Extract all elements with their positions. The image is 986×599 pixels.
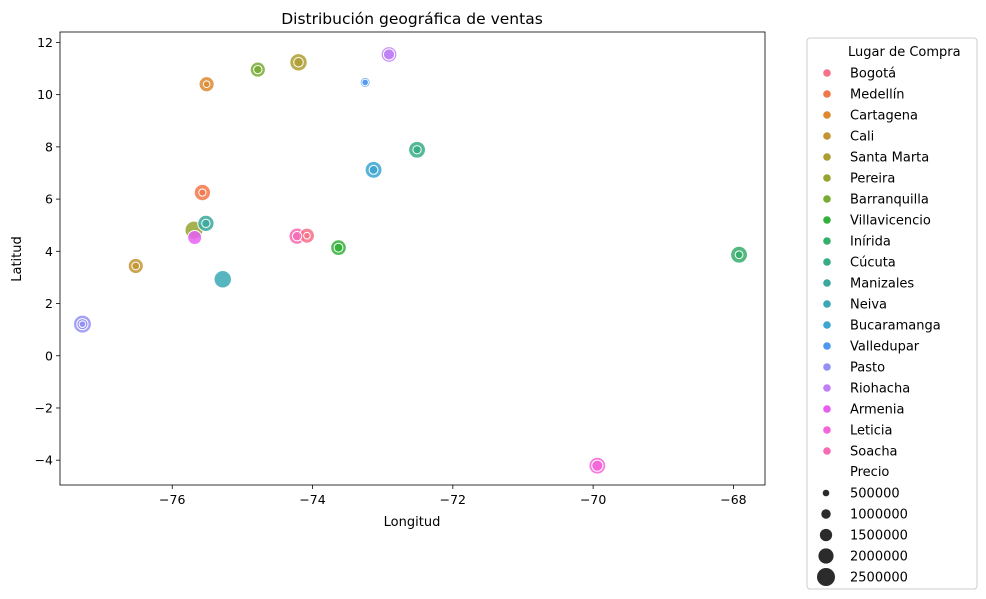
legend-size-marker bbox=[822, 489, 830, 497]
legend-size-marker bbox=[821, 509, 831, 519]
legend-label: Armenia bbox=[850, 403, 905, 418]
legend-size-label: 1500000 bbox=[850, 529, 908, 544]
data-point bbox=[253, 64, 263, 75]
x-axis: −76 −74 −72 −70 −68 bbox=[159, 485, 747, 507]
legend-size-label: 2500000 bbox=[850, 571, 908, 586]
legend-marker bbox=[823, 132, 831, 140]
legend-label: Medellín bbox=[850, 88, 905, 103]
chart-title: Distribución geográfica de ventas bbox=[281, 10, 543, 28]
legend-marker bbox=[823, 342, 831, 350]
legend-size-label: 2000000 bbox=[850, 550, 908, 565]
data-point bbox=[368, 164, 379, 175]
x-axis-title: Longitud bbox=[384, 515, 441, 530]
y-tick-label: −2 bbox=[35, 400, 53, 415]
legend-hue-title: Lugar de Compra bbox=[848, 45, 961, 60]
y-tick-label: 6 bbox=[45, 192, 53, 207]
legend-size-entries: 500000 1000000 1500000 2000000 2500000 bbox=[817, 487, 908, 586]
legend-marker bbox=[823, 90, 831, 98]
legend-size-marker bbox=[818, 548, 834, 564]
legend-marker bbox=[823, 237, 831, 245]
y-tick-label: 10 bbox=[37, 87, 53, 102]
legend-marker bbox=[823, 447, 831, 455]
data-point bbox=[734, 250, 744, 260]
data-point bbox=[213, 270, 232, 289]
legend-frame bbox=[806, 37, 978, 590]
y-axis: −4 −2 0 2 4 6 8 10 12 bbox=[35, 35, 60, 468]
data-point bbox=[591, 459, 604, 472]
legend-label: Manizales bbox=[850, 277, 914, 292]
x-tick-label: −70 bbox=[580, 492, 606, 507]
y-tick-label: 8 bbox=[45, 139, 53, 154]
legend: Lugar de Compra Bogotá Medellín Cartagena C… bbox=[806, 37, 978, 590]
x-tick-label: −68 bbox=[720, 492, 746, 507]
data-point bbox=[412, 145, 422, 155]
legend-label: Riohacha bbox=[850, 382, 910, 397]
legend-label: Cúcuta bbox=[850, 256, 896, 271]
x-tick-label: −72 bbox=[440, 492, 466, 507]
legend-marker bbox=[823, 216, 831, 224]
legend-label: Barranquilla bbox=[850, 193, 929, 208]
legend-label: Pasto bbox=[850, 361, 885, 376]
legend-label: Valledupar bbox=[850, 340, 920, 355]
legend-size-label: 500000 bbox=[850, 487, 900, 502]
legend-marker bbox=[823, 69, 831, 77]
legend-label: Bogotá bbox=[850, 67, 896, 82]
points-layer bbox=[72, 46, 748, 475]
data-point bbox=[198, 188, 207, 197]
data-point bbox=[361, 78, 369, 87]
y-tick-label: 2 bbox=[45, 296, 53, 311]
legend-marker bbox=[823, 153, 831, 161]
legend-marker bbox=[823, 321, 831, 329]
data-point bbox=[202, 80, 211, 89]
legend-label: Leticia bbox=[850, 424, 892, 439]
y-tick-label: 4 bbox=[45, 244, 53, 259]
legend-marker bbox=[823, 300, 831, 308]
legend-label: Cali bbox=[850, 130, 874, 145]
legend-marker bbox=[823, 363, 831, 371]
x-tick-label: −76 bbox=[159, 492, 185, 507]
data-point bbox=[187, 229, 203, 245]
legend-label: Santa Marta bbox=[850, 151, 929, 166]
legend-size-title: Precio bbox=[850, 465, 889, 480]
data-point bbox=[333, 242, 344, 253]
legend-label: Villavicencio bbox=[850, 214, 931, 229]
data-point bbox=[382, 48, 396, 61]
legend-marker bbox=[823, 279, 831, 287]
data-point bbox=[303, 231, 311, 240]
data-point bbox=[201, 218, 211, 229]
legend-size-marker bbox=[819, 528, 833, 542]
data-point bbox=[291, 230, 303, 242]
plot-frame bbox=[59, 31, 766, 486]
legend-label: Cartagena bbox=[850, 109, 918, 124]
data-point bbox=[293, 57, 304, 68]
y-tick-label: −4 bbox=[35, 453, 53, 468]
legend-label: Bucaramanga bbox=[850, 319, 941, 334]
legend-marker bbox=[823, 111, 831, 119]
x-tick-label: −74 bbox=[299, 492, 325, 507]
y-tick-label: 12 bbox=[37, 35, 53, 50]
legend-marker bbox=[823, 174, 831, 182]
legend-size-marker bbox=[817, 568, 835, 586]
legend-label: Inírida bbox=[850, 235, 891, 250]
y-tick-label: 0 bbox=[45, 348, 53, 363]
y-axis-title: Latitud bbox=[10, 236, 25, 282]
legend-marker bbox=[823, 405, 831, 413]
legend-size-label: 1000000 bbox=[850, 508, 908, 523]
data-point bbox=[78, 320, 87, 328]
legend-marker bbox=[823, 195, 831, 203]
legend-marker bbox=[823, 426, 831, 434]
legend-label: Neiva bbox=[850, 298, 887, 313]
legend-label: Soacha bbox=[850, 445, 898, 460]
legend-marker bbox=[823, 384, 831, 392]
legend-marker bbox=[823, 258, 831, 266]
legend-hue-entries: Bogotá Medellín Cartagena Cali Santa Marta Pe… bbox=[823, 67, 941, 460]
data-point bbox=[131, 261, 141, 271]
legend-label: Pereira bbox=[850, 172, 895, 187]
